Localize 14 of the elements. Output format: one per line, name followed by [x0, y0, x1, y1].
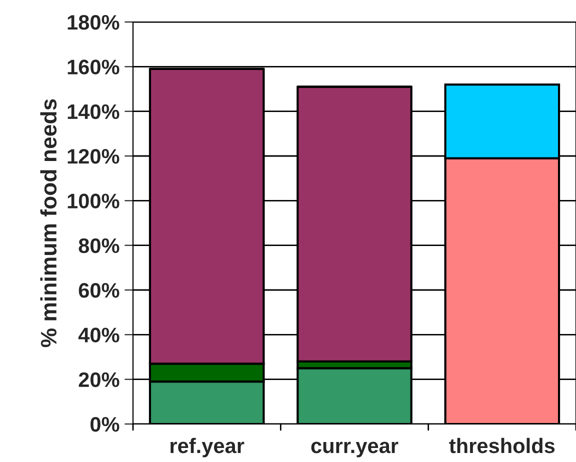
y-tick-label: 20%	[78, 372, 120, 388]
y-tick-label: 120%	[68, 149, 120, 164]
y-axis-title: % minimum food needs	[40, 99, 57, 348]
y-tick-label: 60%	[78, 283, 120, 298]
y-tick-label: 140%	[68, 104, 120, 120]
y-tick-label: 0%	[90, 417, 120, 432]
x-tick-label: thresholds	[449, 438, 555, 454]
y-tick-label: 80%	[78, 238, 120, 254]
x-tick-label: ref.year	[170, 438, 244, 458]
y-tick-label: 160%	[68, 60, 120, 74]
y-tick-label: 180%	[68, 15, 120, 30]
y-tick-label: 100%	[68, 194, 120, 208]
y-tick-label: 40%	[78, 328, 120, 342]
x-tick-label: curr.year	[311, 442, 398, 458]
